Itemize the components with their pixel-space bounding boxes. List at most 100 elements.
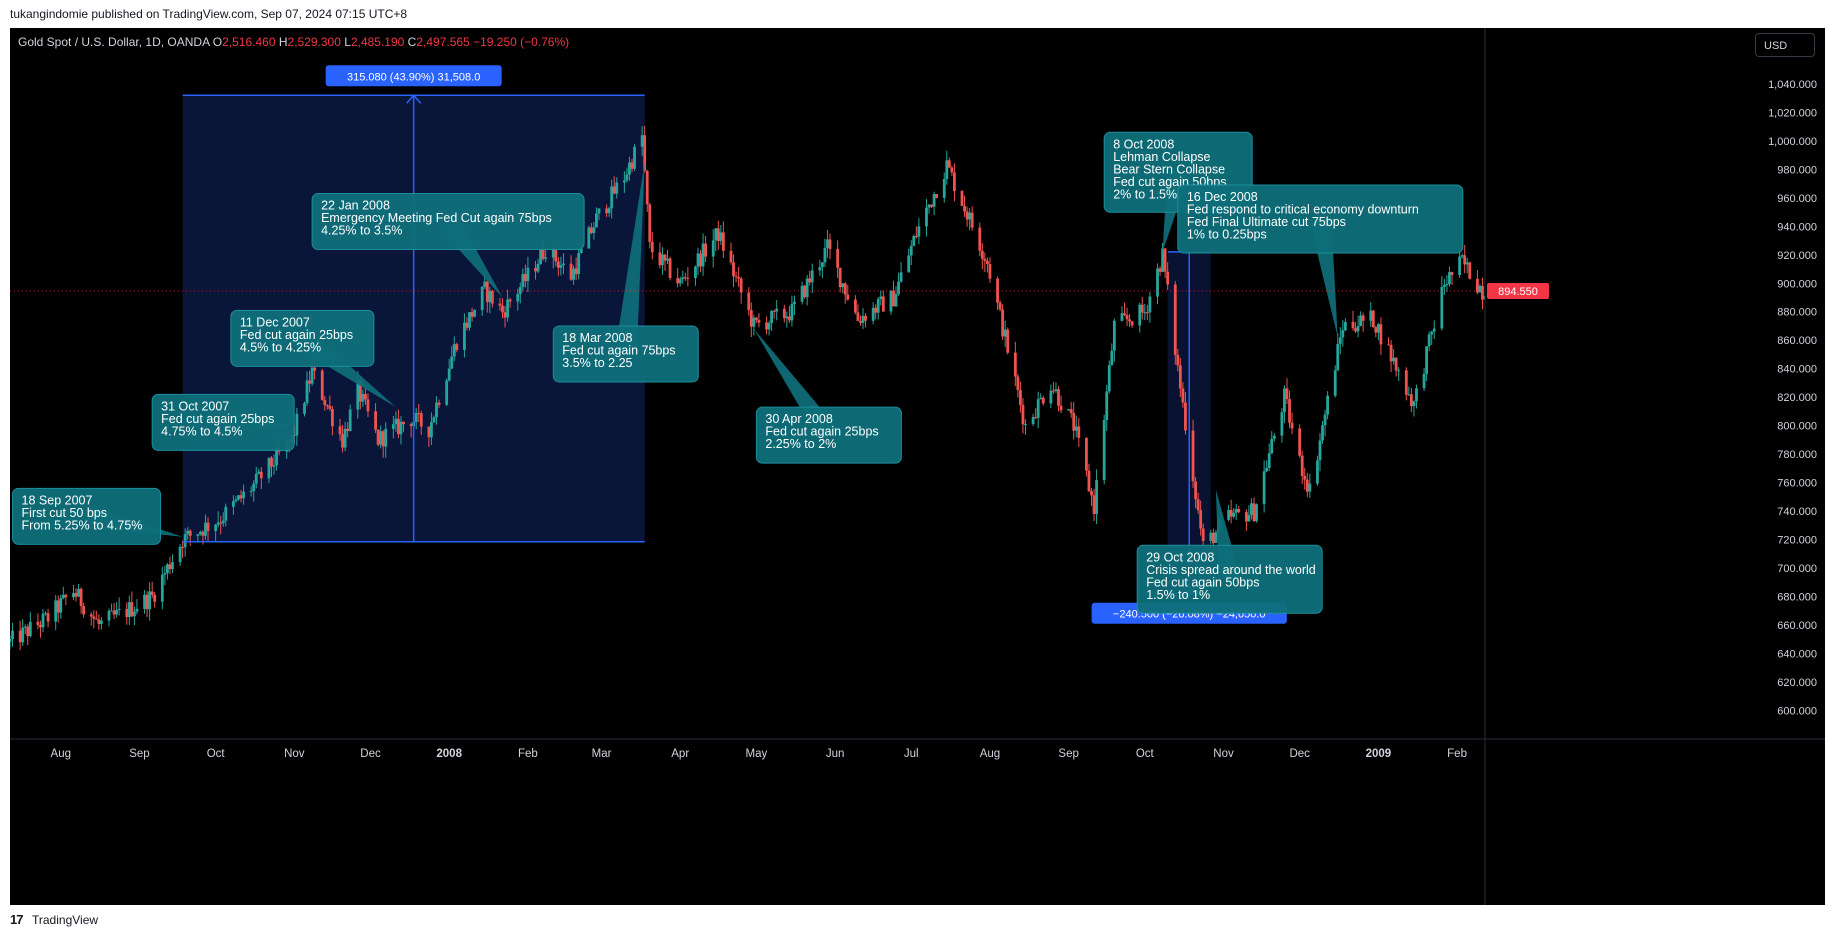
candle-body	[465, 322, 469, 328]
callout-box[interactable]	[1136, 544, 1323, 614]
candle-body	[242, 491, 245, 499]
price-tick-label: 800.000	[1777, 421, 1817, 433]
price-axis-panel[interactable]	[1485, 28, 1825, 905]
candle-body	[1176, 354, 1180, 366]
symbol-title[interactable]: Gold Spot / U.S. Dollar, 1D, OANDA	[18, 35, 210, 49]
candle-body	[1265, 467, 1269, 472]
currency-selector[interactable]: USD	[1755, 33, 1815, 57]
candle-body	[364, 393, 367, 400]
time-tick-label: Aug	[980, 748, 1000, 760]
candle-body	[72, 592, 75, 598]
candle-body	[828, 239, 832, 250]
candle-body	[978, 227, 982, 251]
candle-body	[521, 274, 525, 288]
candle-body	[775, 308, 779, 312]
candle-body	[1379, 324, 1383, 345]
candle-body	[468, 312, 471, 328]
candle-body	[739, 278, 743, 293]
candle-body	[1128, 319, 1131, 322]
candle-body	[1272, 435, 1276, 439]
candle-body	[56, 600, 60, 613]
candle-body	[963, 205, 966, 212]
candle-body	[1475, 278, 1479, 293]
candle-body	[1407, 394, 1411, 396]
candle-body	[483, 281, 487, 287]
tradingview-brand[interactable]: TradingView	[32, 913, 99, 927]
candle-body	[21, 627, 25, 643]
candle-body	[343, 428, 347, 448]
candle-body	[853, 299, 857, 313]
candle-body	[843, 283, 847, 295]
candle-body	[790, 304, 794, 321]
candle-body	[94, 618, 98, 620]
callout-text-line: Lehman Collapse	[1113, 150, 1210, 164]
candle-body	[787, 316, 791, 321]
callout-box[interactable]	[12, 487, 162, 545]
candle-body	[1112, 320, 1116, 351]
candle-body	[1252, 503, 1256, 522]
candle-body	[1036, 399, 1040, 418]
last-price-badge	[1487, 283, 1549, 300]
candle-body	[160, 574, 164, 602]
price-tick-label: 900.000	[1777, 278, 1817, 290]
callout-box[interactable]	[230, 309, 375, 367]
callout-box[interactable]	[151, 393, 295, 451]
low-label: L	[344, 35, 351, 49]
candle-body	[970, 212, 974, 228]
candle-body	[163, 573, 167, 575]
callout-text-line: 2.25% to 2%	[765, 437, 836, 451]
time-tick-label: Jul	[904, 748, 919, 760]
price-tick-label: 680.000	[1777, 592, 1817, 604]
callout-text-line: 16 Dec 2008	[1187, 190, 1258, 204]
time-tick-label: Feb	[518, 748, 538, 760]
candle-body	[115, 609, 119, 615]
callout-text-line: Fed Final Ultimate cut 75bps	[1187, 215, 1346, 229]
price-tick-label: 920.000	[1777, 250, 1817, 262]
candle-body	[912, 236, 916, 246]
candle-body	[1092, 495, 1096, 514]
candle-body	[199, 531, 202, 535]
price-chart[interactable]: 315.080 (43.90%) 31,508.0−240.500 (−26.0…	[10, 28, 1825, 905]
time-tick-label: Nov	[1213, 748, 1234, 760]
candle-body	[148, 591, 152, 610]
candle-body	[132, 611, 136, 617]
candle-body	[188, 530, 192, 536]
candle-body	[508, 299, 512, 302]
chart-area[interactable]: 315.080 (43.90%) 31,508.0 −240.500 (−26.0…	[10, 28, 1825, 905]
candle-body	[914, 236, 918, 238]
candle-body	[1338, 337, 1342, 344]
candle-body	[1054, 389, 1058, 391]
callout-text-line: 22 Jan 2008	[321, 199, 390, 213]
candle-body	[1003, 329, 1007, 337]
callout-box[interactable]	[755, 406, 902, 464]
callout-box[interactable]	[311, 193, 585, 251]
candle-body	[204, 522, 207, 536]
candle-body	[988, 264, 992, 279]
candle-body	[785, 316, 789, 319]
candle-body	[1145, 312, 1149, 314]
price-tick-label: 980.000	[1777, 164, 1817, 176]
tradingview-logo-icon[interactable]: 17	[10, 912, 24, 927]
candle-body	[838, 267, 842, 288]
candle-body	[737, 277, 741, 279]
callout-box[interactable]	[552, 325, 699, 383]
candle-body	[650, 241, 654, 253]
candle-body	[259, 471, 263, 479]
candle-body	[1422, 373, 1426, 389]
callout-text-line: 8 Oct 2008	[1113, 137, 1174, 151]
candle-body	[295, 413, 299, 436]
candle-body	[899, 272, 903, 282]
candle-body	[117, 608, 121, 610]
time-tick-label: Aug	[51, 748, 71, 760]
callout-text-line: 2% to 1.5%	[1113, 187, 1177, 201]
candle-body	[44, 613, 47, 615]
candle-body	[1077, 426, 1081, 438]
candle-body	[1229, 509, 1233, 517]
price-tick-label: 1,040.000	[1768, 79, 1817, 91]
candle-body	[237, 495, 240, 500]
candle-body	[1481, 285, 1484, 300]
candle-body	[757, 320, 761, 323]
candle-body	[1463, 255, 1467, 265]
callout-box[interactable]	[1177, 184, 1464, 254]
candle-body	[1021, 404, 1025, 425]
